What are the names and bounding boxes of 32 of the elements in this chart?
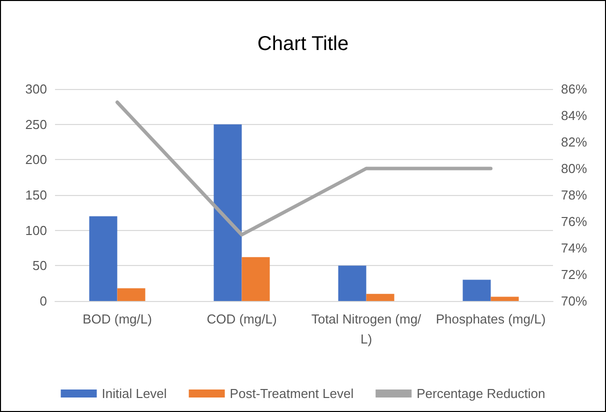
bar bbox=[89, 216, 118, 301]
x-tick-label: BOD (mg/L) bbox=[82, 312, 152, 326]
y-tick-label: 250 bbox=[25, 116, 47, 132]
x-tick-label: Phosphates (mg/L) bbox=[436, 312, 546, 326]
bar bbox=[366, 294, 394, 301]
x-tick-label: Total Nitrogen (mg/L) bbox=[311, 312, 422, 346]
legend-label: Percentage Reduction bbox=[416, 386, 546, 401]
bar bbox=[490, 296, 519, 301]
y2-tick-label: 82% bbox=[561, 134, 588, 150]
y2-tick-label: 78% bbox=[561, 188, 588, 202]
y2-tick-label: 70% bbox=[561, 294, 588, 308]
y-tick-label: 0 bbox=[40, 294, 47, 308]
legend-label: Initial Level bbox=[102, 386, 167, 401]
bar bbox=[117, 288, 146, 301]
y-tick-label: 150 bbox=[25, 188, 47, 202]
y2-tick-label: 74% bbox=[561, 240, 588, 256]
bar bbox=[242, 257, 270, 301]
bar bbox=[214, 124, 242, 301]
x-tick-label: COD (mg/L) bbox=[206, 312, 277, 326]
y2-tick-label: 86% bbox=[561, 82, 588, 96]
y-tick-label: 300 bbox=[25, 82, 47, 96]
y2-tick-label: 72% bbox=[561, 267, 588, 282]
bar bbox=[462, 280, 491, 301]
y2-tick-label: 84% bbox=[561, 108, 588, 123]
y-tick-label: 50 bbox=[32, 258, 47, 274]
y-tick-label: 100 bbox=[25, 222, 47, 238]
bar bbox=[338, 266, 366, 301]
y2-tick-label: 80% bbox=[561, 161, 588, 176]
y2-tick-label: 76% bbox=[561, 214, 588, 229]
legend-label: Post-Treatment Level bbox=[230, 386, 354, 401]
y-tick-label: 200 bbox=[25, 152, 47, 168]
chart-title: Chart Title bbox=[257, 33, 349, 55]
